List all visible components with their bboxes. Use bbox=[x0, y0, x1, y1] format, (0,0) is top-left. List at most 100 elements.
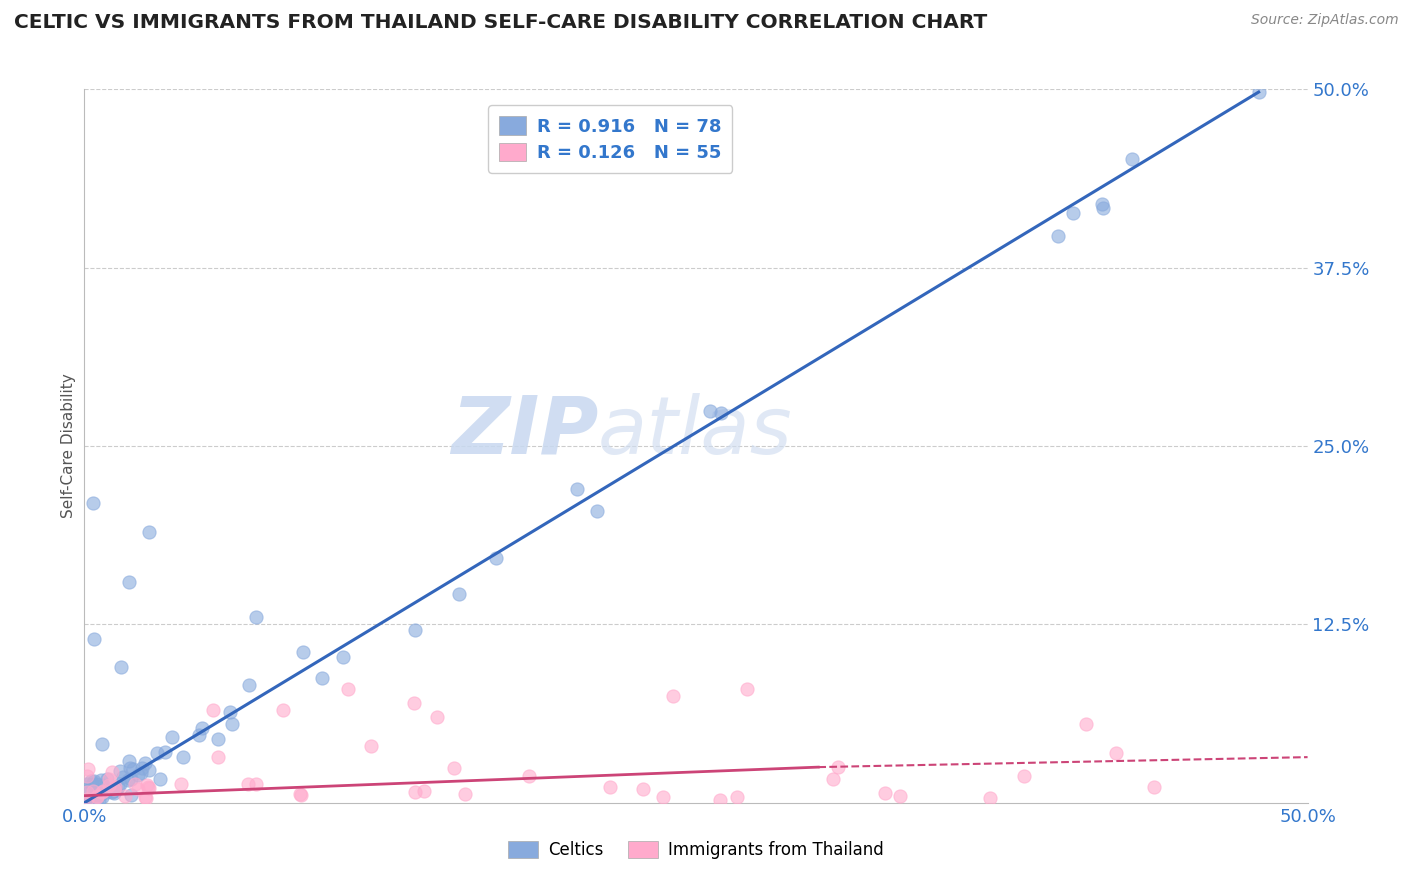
Point bbox=[101, 785, 124, 799]
Point bbox=[145, 746, 167, 760]
Point bbox=[155, 745, 177, 759]
Point bbox=[86, 790, 108, 805]
Point bbox=[105, 783, 128, 797]
Point bbox=[96, 772, 118, 786]
Point bbox=[91, 784, 114, 798]
Point bbox=[76, 769, 98, 783]
Point bbox=[112, 770, 135, 784]
Point bbox=[87, 793, 110, 807]
Point bbox=[149, 772, 172, 787]
Point bbox=[725, 789, 748, 804]
Point bbox=[1074, 717, 1097, 731]
Point bbox=[100, 765, 122, 780]
Point bbox=[91, 779, 114, 793]
Point bbox=[631, 781, 654, 796]
Point bbox=[454, 787, 477, 801]
Legend: Celtics, Immigrants from Thailand: Celtics, Immigrants from Thailand bbox=[502, 834, 890, 866]
Point bbox=[103, 781, 125, 796]
Point bbox=[1121, 153, 1143, 167]
Point bbox=[311, 671, 333, 685]
Point bbox=[138, 781, 160, 796]
Point bbox=[652, 789, 675, 804]
Point bbox=[76, 785, 98, 799]
Point bbox=[889, 789, 911, 804]
Point bbox=[76, 792, 98, 806]
Point bbox=[117, 772, 139, 787]
Point bbox=[360, 739, 382, 753]
Point bbox=[823, 772, 845, 786]
Point bbox=[127, 768, 149, 782]
Point bbox=[83, 785, 105, 799]
Point bbox=[218, 705, 240, 719]
Point bbox=[245, 610, 267, 624]
Text: atlas: atlas bbox=[598, 392, 793, 471]
Point bbox=[332, 649, 354, 664]
Point bbox=[709, 792, 731, 806]
Point bbox=[124, 777, 146, 791]
Point bbox=[245, 777, 267, 791]
Point bbox=[404, 785, 426, 799]
Point bbox=[120, 789, 142, 803]
Point bbox=[86, 789, 108, 803]
Point bbox=[170, 777, 193, 791]
Point bbox=[80, 796, 103, 810]
Point bbox=[118, 574, 141, 589]
Point bbox=[90, 772, 112, 787]
Point bbox=[82, 783, 104, 797]
Point bbox=[91, 789, 114, 804]
Point bbox=[1091, 197, 1114, 211]
Point bbox=[447, 587, 470, 601]
Point bbox=[134, 756, 156, 770]
Point bbox=[131, 761, 153, 775]
Point bbox=[84, 777, 107, 791]
Point bbox=[76, 796, 98, 810]
Point bbox=[77, 762, 100, 776]
Point bbox=[288, 787, 311, 801]
Point bbox=[134, 790, 156, 805]
Point bbox=[172, 750, 194, 764]
Point bbox=[236, 777, 259, 791]
Point bbox=[207, 750, 229, 764]
Point bbox=[662, 689, 685, 703]
Point bbox=[114, 789, 136, 803]
Text: CELTIC VS IMMIGRANTS FROM THAILAND SELF-CARE DISABILITY CORRELATION CHART: CELTIC VS IMMIGRANTS FROM THAILAND SELF-… bbox=[14, 13, 987, 32]
Point bbox=[873, 786, 896, 800]
Point bbox=[76, 790, 98, 805]
Point bbox=[97, 772, 120, 787]
Point bbox=[76, 796, 98, 810]
Point bbox=[96, 785, 118, 799]
Point bbox=[82, 793, 104, 807]
Point bbox=[221, 717, 243, 731]
Point bbox=[121, 762, 143, 776]
Point bbox=[87, 786, 110, 800]
Point bbox=[599, 780, 621, 794]
Point bbox=[238, 678, 260, 692]
Point bbox=[1143, 780, 1166, 795]
Point bbox=[290, 788, 312, 802]
Point bbox=[104, 780, 127, 794]
Point bbox=[138, 764, 160, 778]
Point bbox=[709, 406, 731, 420]
Point bbox=[271, 703, 294, 717]
Point bbox=[1091, 202, 1114, 216]
Point bbox=[517, 769, 540, 783]
Point bbox=[84, 796, 107, 810]
Point bbox=[110, 777, 132, 791]
Point bbox=[336, 681, 359, 696]
Point bbox=[138, 780, 160, 794]
Point bbox=[108, 764, 131, 779]
Point bbox=[426, 710, 449, 724]
Point bbox=[292, 645, 315, 659]
Point bbox=[404, 696, 426, 710]
Point bbox=[138, 524, 160, 539]
Point bbox=[1012, 769, 1035, 783]
Point bbox=[1062, 206, 1084, 220]
Point bbox=[80, 773, 103, 788]
Point bbox=[120, 772, 142, 786]
Point bbox=[83, 773, 105, 788]
Point bbox=[207, 731, 229, 746]
Point bbox=[404, 623, 426, 637]
Point bbox=[735, 681, 758, 696]
Point bbox=[107, 780, 129, 794]
Point bbox=[1104, 746, 1126, 760]
